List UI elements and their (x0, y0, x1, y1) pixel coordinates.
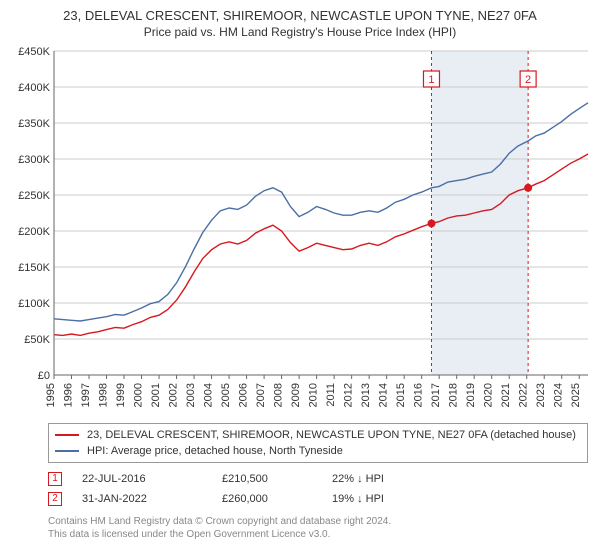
sale-price: £260,000 (222, 489, 312, 509)
footer-line2: This data is licensed under the Open Gov… (48, 528, 588, 541)
sale-date: 22-JUL-2016 (82, 469, 202, 489)
svg-text:2002: 2002 (168, 383, 180, 407)
svg-text:£150K: £150K (18, 262, 50, 274)
svg-text:2023: 2023 (535, 383, 547, 407)
sale-row: 1 22-JUL-2016 £210,500 22% ↓ HPI (48, 469, 588, 489)
svg-text:£100K: £100K (18, 298, 50, 310)
legend: 23, DELEVAL CRESCENT, SHIREMOOR, NEWCAST… (48, 423, 588, 463)
svg-text:2006: 2006 (238, 383, 250, 407)
svg-text:2021: 2021 (500, 383, 512, 407)
svg-text:2003: 2003 (185, 383, 197, 407)
sales-table: 1 22-JUL-2016 £210,500 22% ↓ HPI 2 31-JAN-202… (48, 469, 588, 509)
svg-text:2013: 2013 (360, 383, 372, 407)
svg-text:£400K: £400K (18, 82, 50, 94)
price-chart: £0 £50K £100K £150K £200K £250K £300K £350K £400… (10, 45, 590, 415)
sale-diff: 19% ↓ HPI (332, 489, 442, 509)
footer-line1: Contains HM Land Registry data © Crown c… (48, 515, 588, 528)
legend-swatch (55, 434, 79, 436)
legend-item: HPI: Average price, detached house, Nort… (55, 443, 581, 459)
svg-text:2017: 2017 (430, 383, 442, 407)
legend-swatch (55, 450, 79, 452)
svg-text:£250K: £250K (18, 190, 50, 202)
legend-item: 23, DELEVAL CRESCENT, SHIREMOOR, NEWCAST… (55, 427, 581, 443)
sale-marker: 1 (48, 472, 62, 486)
svg-text:£450K: £450K (18, 46, 50, 58)
svg-text:2011: 2011 (325, 383, 337, 407)
svg-text:£300K: £300K (18, 154, 50, 166)
legend-label: 23, DELEVAL CRESCENT, SHIREMOOR, NEWCAST… (87, 427, 576, 443)
svg-text:2001: 2001 (150, 383, 162, 407)
svg-text:2: 2 (525, 74, 531, 86)
sale-price: £210,500 (222, 469, 312, 489)
svg-text:2008: 2008 (273, 383, 285, 407)
legend-label: HPI: Average price, detached house, Nort… (87, 443, 343, 459)
svg-text:2014: 2014 (378, 383, 390, 407)
svg-text:2012: 2012 (343, 383, 355, 407)
svg-text:£0: £0 (38, 370, 50, 382)
svg-text:1995: 1995 (45, 383, 57, 407)
svg-text:1999: 1999 (115, 383, 127, 407)
svg-text:2005: 2005 (220, 383, 232, 407)
svg-text:2010: 2010 (308, 383, 320, 407)
sale-date: 31-JAN-2022 (82, 489, 202, 509)
svg-text:2020: 2020 (483, 383, 495, 407)
footer-attribution: Contains HM Land Registry data © Crown c… (48, 515, 588, 541)
chart-title-address: 23, DELEVAL CRESCENT, SHIREMOOR, NEWCAST… (10, 8, 590, 23)
svg-text:2016: 2016 (413, 383, 425, 407)
svg-text:2007: 2007 (255, 383, 267, 407)
svg-text:2015: 2015 (395, 383, 407, 407)
svg-text:2025: 2025 (570, 383, 582, 407)
svg-text:1: 1 (428, 74, 434, 86)
svg-text:2024: 2024 (553, 383, 565, 407)
sale-diff: 22% ↓ HPI (332, 469, 442, 489)
sale-row: 2 31-JAN-2022 £260,000 19% ↓ HPI (48, 489, 588, 509)
svg-text:1996: 1996 (63, 383, 75, 407)
svg-text:2022: 2022 (518, 383, 530, 407)
svg-text:£350K: £350K (18, 118, 50, 130)
svg-text:£200K: £200K (18, 226, 50, 238)
svg-text:1997: 1997 (80, 383, 92, 407)
svg-text:2009: 2009 (290, 383, 302, 407)
svg-text:2004: 2004 (203, 383, 215, 407)
chart-title-sub: Price paid vs. HM Land Registry's House … (10, 25, 590, 39)
svg-text:2000: 2000 (133, 383, 145, 407)
svg-text:£50K: £50K (24, 334, 50, 346)
svg-text:2018: 2018 (448, 383, 460, 407)
sale-marker: 2 (48, 492, 62, 506)
svg-text:1998: 1998 (98, 383, 110, 407)
svg-text:2019: 2019 (465, 383, 477, 407)
